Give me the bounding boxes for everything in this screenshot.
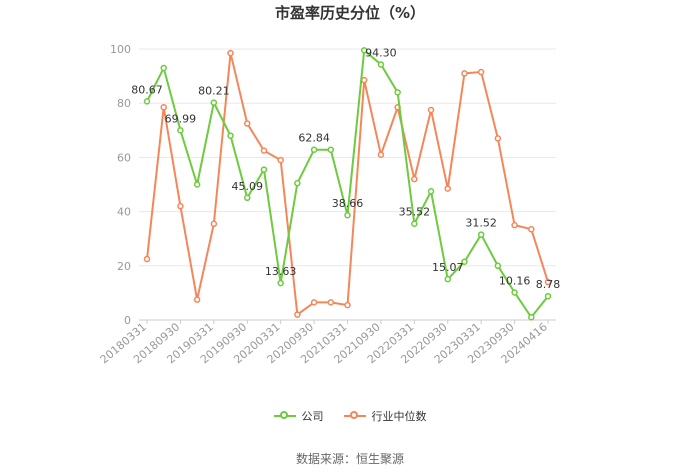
- y-tick-label: 20: [117, 260, 131, 273]
- point-industry: [260, 147, 268, 154]
- point-industry: [544, 278, 552, 286]
- point-industry: [511, 221, 518, 229]
- point-industry: [494, 135, 502, 142]
- point-company: [377, 61, 385, 68]
- legend-swatch-industry: [343, 410, 366, 422]
- point-industry: [427, 106, 435, 114]
- legend-label-company: 公司: [301, 410, 324, 423]
- point-company: [327, 146, 335, 153]
- point-industry: [244, 120, 251, 127]
- data-source: 数据来源：恒生聚源: [295, 452, 404, 466]
- point-industry: [294, 311, 301, 318]
- data-label-company: 10.16: [499, 274, 531, 287]
- y-tick-label: 40: [117, 206, 131, 219]
- series-layer: [143, 47, 552, 321]
- legend-swatch-company: [273, 410, 296, 422]
- data-label-company: 80.67: [131, 83, 163, 96]
- point-industry: [344, 301, 351, 309]
- point-industry: [143, 255, 151, 263]
- point-industry: [377, 151, 385, 158]
- point-industry: [461, 70, 468, 77]
- legend-label-industry: 行业中位数: [371, 410, 427, 423]
- point-company: [511, 289, 518, 296]
- data-label-company: 35.52: [399, 206, 431, 219]
- point-industry: [277, 156, 284, 164]
- point-industry: [327, 299, 335, 306]
- point-company: [227, 132, 234, 139]
- point-industry: [310, 299, 318, 306]
- point-company: [528, 314, 535, 321]
- point-company: [277, 279, 284, 287]
- data-label-company: 15.07: [432, 261, 464, 274]
- point-company: [177, 127, 184, 134]
- legend-item-industry[interactable]: 行业中位数: [343, 408, 427, 424]
- point-industry: [360, 76, 368, 84]
- point-industry: [227, 49, 234, 57]
- y-tick-label: 80: [117, 97, 131, 110]
- data-label-company: 62.84: [298, 132, 330, 145]
- data-label-company: 8.78: [536, 278, 561, 291]
- chart-title: 市盈率历史分位（%）: [274, 4, 426, 22]
- point-company: [310, 146, 318, 153]
- point-company: [411, 220, 418, 227]
- point-industry: [160, 104, 167, 111]
- point-industry: [411, 175, 418, 183]
- point-company: [210, 99, 218, 106]
- point-industry: [210, 220, 218, 228]
- legend-item-company[interactable]: 公司: [273, 408, 324, 424]
- point-company: [394, 89, 401, 96]
- point-company: [461, 258, 468, 265]
- point-industry: [193, 296, 201, 303]
- data-label-company: 94.30: [365, 46, 397, 59]
- point-company: [494, 262, 502, 270]
- point-industry: [444, 185, 451, 192]
- y-tick-label: 0: [124, 314, 131, 327]
- x-axis: 2018033120180930201903312019093020200331…: [98, 320, 550, 366]
- point-company: [444, 275, 451, 283]
- legend: 公司 行业中位数: [0, 408, 700, 424]
- point-industry: [528, 225, 535, 233]
- point-industry: [477, 68, 485, 76]
- data-label-company: 45.09: [232, 180, 264, 193]
- y-axis: 0 20 40 60 80 100: [110, 43, 131, 327]
- point-company: [544, 292, 552, 300]
- point-company: [477, 231, 485, 238]
- data-label-company: 31.52: [465, 217, 497, 230]
- point-company: [344, 211, 351, 219]
- data-label-company: 80.21: [198, 85, 230, 98]
- point-industry: [177, 202, 184, 210]
- data-label-company: 38.66: [332, 197, 364, 210]
- data-label-company: 69.99: [165, 112, 197, 125]
- point-company: [160, 64, 167, 72]
- data-label-company: 13.63: [265, 265, 297, 278]
- data-labels: 80.67 69.99 80.21 45.09 13.63 62.84 38.66 94.30…: [131, 46, 560, 291]
- point-company: [360, 47, 368, 54]
- point-company: [427, 188, 435, 195]
- y-tick-label: 60: [117, 151, 131, 164]
- point-company: [143, 98, 151, 105]
- point-company: [260, 166, 268, 173]
- y-tick-label: 100: [110, 43, 131, 56]
- point-company: [294, 179, 301, 187]
- point-company: [244, 194, 251, 202]
- point-company: [193, 181, 201, 188]
